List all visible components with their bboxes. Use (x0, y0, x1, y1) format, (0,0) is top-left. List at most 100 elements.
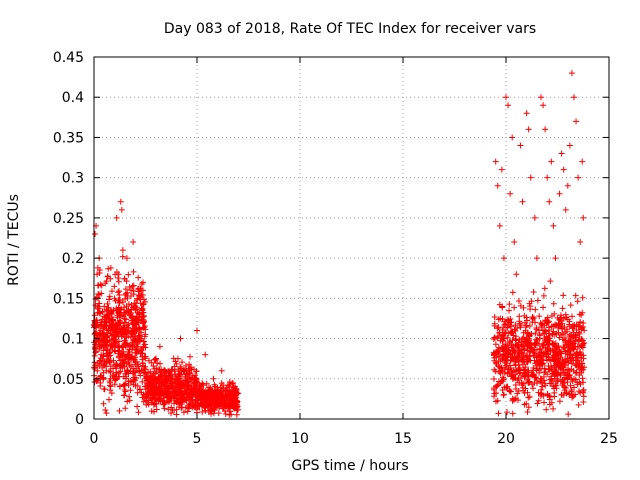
y-tick-label: 0.4 (62, 90, 84, 106)
data-point (96, 338, 103, 345)
data-point (549, 354, 556, 361)
data-point (212, 403, 219, 410)
data-point (102, 406, 109, 413)
data-point (172, 390, 179, 397)
data-point (189, 391, 196, 398)
data-point (563, 326, 570, 333)
data-point (108, 322, 115, 329)
data-point (576, 372, 583, 379)
data-point (499, 326, 506, 333)
data-point (530, 349, 537, 356)
data-point (137, 294, 144, 301)
data-point (499, 386, 506, 393)
data-point (526, 393, 533, 400)
data-point (139, 313, 146, 320)
data-point (100, 347, 107, 354)
data-point (100, 385, 107, 392)
data-point (491, 366, 498, 373)
data-point (526, 352, 533, 359)
data-point (574, 343, 581, 350)
data-point (215, 403, 222, 410)
data-point (524, 409, 531, 416)
data-point (507, 190, 514, 197)
data-point (210, 375, 217, 382)
data-point (97, 281, 104, 288)
data-point (523, 110, 530, 117)
data-point (550, 340, 557, 347)
data-point (223, 386, 230, 393)
x-axis-label: GPS time / hours (291, 458, 408, 474)
data-point (160, 401, 167, 408)
data-point (493, 348, 500, 355)
data-point (573, 369, 580, 376)
data-point (108, 308, 115, 315)
data-point (492, 398, 499, 405)
data-point (103, 350, 110, 357)
data-point (129, 329, 136, 336)
data-point (121, 275, 128, 282)
data-point (580, 323, 587, 330)
data-point (124, 324, 131, 331)
data-point (108, 288, 115, 295)
data-point (102, 319, 109, 326)
data-point (203, 380, 210, 387)
data-point (175, 366, 182, 373)
data-point (110, 372, 117, 379)
data-point (574, 298, 581, 305)
data-point (506, 307, 513, 314)
data-point (541, 337, 548, 344)
data-point (218, 390, 225, 397)
data-point (196, 403, 203, 410)
data-point (558, 391, 565, 398)
data-point (229, 379, 236, 386)
data-point (530, 364, 537, 371)
data-point (499, 345, 506, 352)
data-point (105, 353, 112, 360)
data-point (165, 367, 172, 374)
data-point (575, 357, 582, 364)
data-point (516, 313, 523, 320)
data-point (106, 396, 113, 403)
data-point (168, 404, 175, 411)
data-point (126, 346, 133, 353)
data-point (97, 373, 104, 380)
data-point (142, 298, 149, 305)
data-point (232, 383, 239, 390)
data-point (153, 365, 160, 372)
data-point (113, 214, 120, 221)
data-point (507, 356, 514, 363)
data-point (536, 313, 543, 320)
data-point (136, 325, 143, 332)
data-point (176, 397, 183, 404)
data-point (199, 399, 206, 406)
data-point (511, 354, 518, 361)
data-point (538, 376, 545, 383)
data-point (115, 296, 122, 303)
data-point (160, 368, 167, 375)
data-point (507, 351, 514, 358)
data-point (193, 368, 200, 375)
x-tick-labels: 0 5 10 15 20 25 (90, 431, 618, 447)
data-point (234, 407, 241, 414)
data-point (195, 397, 202, 404)
data-point (184, 408, 191, 415)
data-point (94, 264, 101, 271)
data-point (121, 309, 128, 316)
data-point (171, 367, 178, 374)
data-point (226, 404, 233, 411)
data-point (560, 344, 567, 351)
data-point (570, 340, 577, 347)
data-point (525, 404, 532, 411)
data-point (522, 385, 529, 392)
data-point (115, 271, 122, 278)
data-point (129, 283, 136, 290)
data-point (491, 393, 498, 400)
data-point (121, 304, 128, 311)
data-point (525, 341, 532, 348)
data-point (105, 327, 112, 334)
data-point (526, 322, 533, 329)
data-point (99, 335, 106, 342)
data-point (206, 389, 213, 396)
data-point (509, 410, 516, 417)
data-point (540, 341, 547, 348)
